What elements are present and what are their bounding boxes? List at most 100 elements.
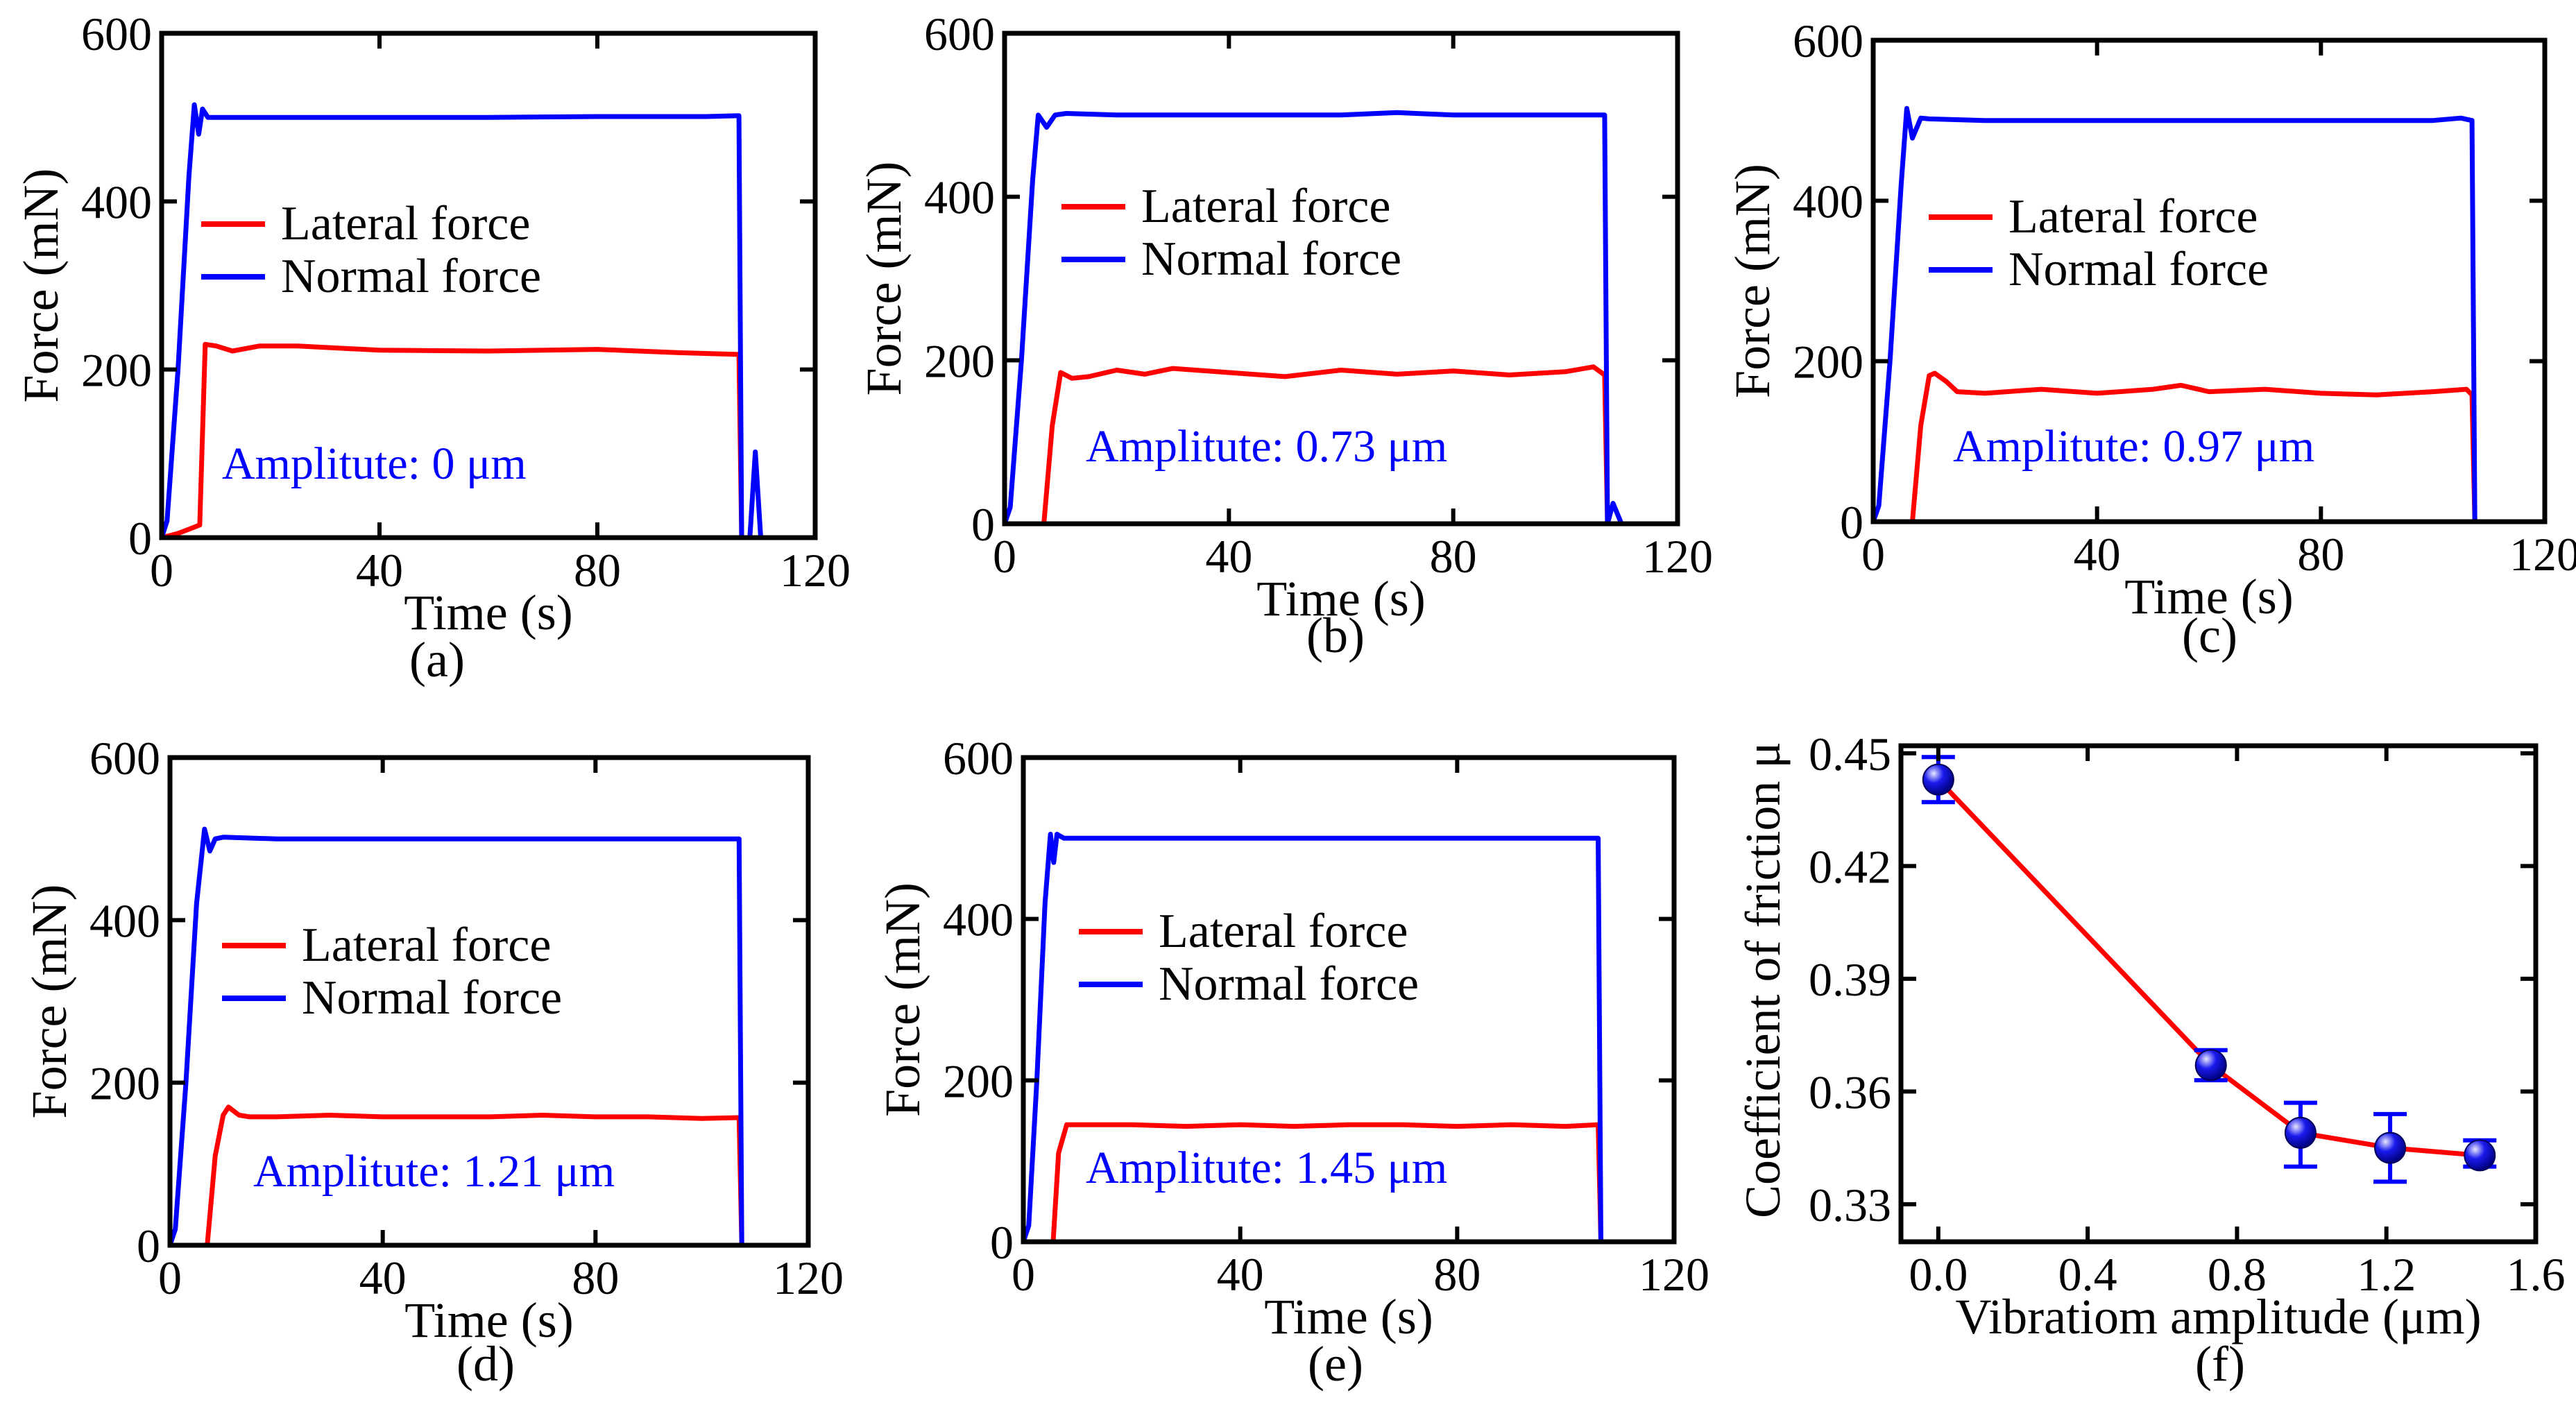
y-axis-label: Force (mN) — [875, 882, 930, 1117]
plot-frame — [1870, 37, 2548, 524]
y-tick-label: 200 — [924, 334, 995, 387]
x-tick-label: 80 — [572, 1252, 619, 1304]
panel-label: (f) — [2195, 1336, 2245, 1392]
x-tick-label: 80 — [574, 544, 621, 597]
panel-label: (e) — [1308, 1336, 1363, 1392]
panel-label: (d) — [457, 1336, 515, 1392]
plot-frame — [1002, 31, 1680, 527]
y-tick-label: 0.36 — [1809, 1066, 1891, 1118]
y-tick-label: 400 — [943, 894, 1014, 946]
x-axis-label: Time (s) — [404, 1292, 573, 1348]
y-tick-label: 400 — [1793, 175, 1863, 228]
y-tick-label: 0 — [990, 1216, 1014, 1269]
x-tick-label: 0 — [993, 530, 1016, 583]
panel-label: (b) — [1306, 608, 1365, 663]
data-point — [2374, 1131, 2407, 1164]
legend-label-lateral: Lateral force — [302, 919, 551, 972]
y-tick-label: 0.42 — [1809, 840, 1891, 893]
series-line-lateral — [1910, 370, 2484, 524]
x-tick-label: 120 — [1642, 530, 1713, 583]
legend-label-normal: Normal force — [1159, 957, 1419, 1011]
data-point — [2464, 1139, 2496, 1172]
y-tick-label: 0 — [971, 498, 995, 551]
x-tick-label: 120 — [2509, 528, 2576, 581]
chart-panel-c: 0 40 80 120 0 200 400 600 Time (s) Force (mN) Late… — [1725, 15, 2576, 663]
y-tick-label: 600 — [943, 732, 1014, 785]
x-tick-label: 0 — [158, 1252, 182, 1304]
x-tick-label: 40 — [356, 544, 403, 597]
panel-label: (c) — [2182, 608, 2237, 663]
y-axis-label: Force (mN) — [22, 885, 77, 1119]
data-point — [1922, 763, 1954, 796]
y-tick-label: 0.33 — [1809, 1179, 1891, 1231]
legend-label-lateral: Lateral force — [1159, 905, 1408, 958]
x-tick-label: 80 — [1433, 1248, 1481, 1301]
chart-panel-e: 0 40 80 120 0 200 400 600 Time (s) Force (mN) Late… — [875, 732, 1709, 1392]
y-axis-label: Coefficient of friction μ — [1735, 742, 1791, 1218]
y-tick-label: 400 — [924, 171, 995, 224]
panel-label: (a) — [409, 632, 465, 687]
x-tick-label: 40 — [1217, 1248, 1264, 1301]
x-tick-label: 40 — [359, 1252, 407, 1304]
series-line-lateral — [1041, 364, 1617, 527]
legend-label-lateral: Lateral force — [1141, 180, 1390, 233]
x-axis-label: Time (s) — [1264, 1289, 1433, 1344]
chart-panel-f: 0.0 0.4 0.8 1.2 1.6 0.33 0.36 0.39 0.42 0.45 Vibra… — [1735, 728, 2566, 1392]
y-tick-label: 0 — [128, 512, 152, 565]
plot-frame — [1898, 743, 2539, 1245]
x-tick-label: 1.6 — [2507, 1248, 2566, 1301]
x-axis-label: Time (s) — [2124, 569, 2293, 624]
x-axis-label: Time (s) — [1256, 571, 1425, 626]
legend-label-normal: Normal force — [2008, 243, 2269, 296]
series-line-lateral — [1023, 1122, 1610, 1245]
y-tick-label: 200 — [89, 1057, 160, 1110]
amplitude-annotation: Amplitute: 1.21 μm — [253, 1146, 615, 1197]
y-tick-label: 0 — [137, 1220, 160, 1272]
legend-label-lateral: Lateral force — [281, 197, 530, 250]
x-tick-label: 0.8 — [2208, 1248, 2267, 1301]
y-tick-label: 600 — [89, 732, 160, 785]
x-axis-label: Vibratiom amplitude (μm) — [1955, 1289, 2481, 1344]
series-line-normal — [1870, 105, 2484, 524]
y-tick-label: 0.45 — [1809, 728, 1891, 780]
x-tick-label: 0 — [1861, 528, 1885, 581]
plot-frame — [1021, 755, 1677, 1245]
x-tick-label: 0 — [150, 544, 173, 597]
plot-frame — [159, 31, 818, 540]
series-line-normal — [167, 826, 750, 1248]
x-tick-label: 120 — [1639, 1248, 1709, 1301]
series-line-lateral — [205, 1104, 750, 1248]
data-point — [2194, 1049, 2227, 1082]
x-axis-label: Time (s) — [404, 585, 572, 640]
x-tick-label: 0.4 — [2058, 1248, 2117, 1301]
y-tick-label: 0.39 — [1809, 953, 1891, 1006]
x-tick-label: 80 — [1430, 530, 1477, 583]
y-tick-label: 600 — [81, 8, 152, 60]
x-tick-label: 120 — [773, 1252, 844, 1304]
x-tick-label: 0 — [1012, 1248, 1035, 1301]
y-tick-label: 400 — [89, 894, 160, 947]
plot-frame — [167, 755, 811, 1248]
x-tick-label: 80 — [2297, 528, 2344, 581]
legend-label-normal: Normal force — [281, 250, 541, 303]
legend-label-normal: Normal force — [302, 971, 562, 1025]
chart-panel-d: 0 40 80 120 0 200 400 600 Time (s) Force (mN) Late… — [22, 732, 844, 1392]
legend-label-normal: Normal force — [1141, 232, 1401, 286]
data-point — [2284, 1116, 2317, 1149]
y-axis-label: Force (mN) — [1725, 164, 1780, 398]
y-tick-label: 600 — [924, 8, 995, 60]
x-tick-label: 1.2 — [2357, 1248, 2416, 1301]
y-axis-label: Force (mN) — [13, 169, 69, 403]
y-tick-label: 200 — [1793, 336, 1863, 388]
series-line-lateral — [161, 341, 750, 540]
amplitude-annotation: Amplitute: 0.97 μm — [1953, 421, 2314, 472]
x-tick-label: 0.0 — [1909, 1248, 1968, 1301]
x-tick-label: 120 — [780, 544, 851, 597]
y-tick-label: 400 — [81, 176, 152, 228]
amplitude-annotation: Amplitute: 1.45 μm — [1086, 1143, 1447, 1193]
y-tick-label: 200 — [943, 1054, 1014, 1107]
y-tick-label: 0 — [1840, 496, 1863, 549]
series-line-normal — [1002, 110, 1624, 527]
